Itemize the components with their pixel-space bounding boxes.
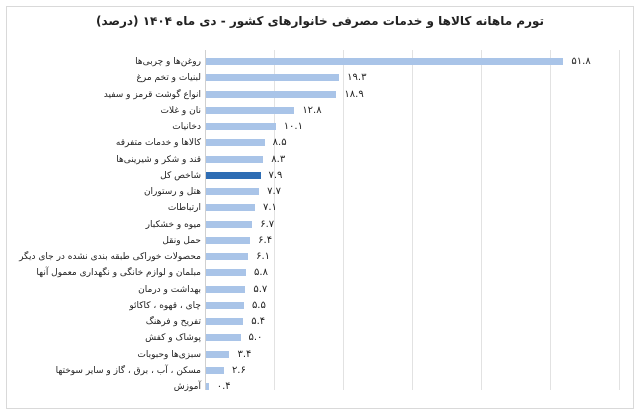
chart-frame	[6, 6, 634, 409]
value-label: ۸.۳	[271, 153, 286, 165]
gridline	[550, 50, 551, 390]
bar-row: نان و غلات ۱۲.۸	[0, 103, 640, 119]
value-label: ۷.۹	[268, 169, 283, 181]
category-label: ارتباطات	[167, 203, 201, 214]
bar	[206, 58, 564, 65]
category-label: محصولات خوراکی طبقه بندی نشده در جای دیگ…	[19, 252, 201, 262]
bar-row: سبزی‌ها وحبوبات ۳.۴	[0, 347, 640, 363]
category-label: حمل ونقل	[162, 235, 201, 246]
bar	[206, 366, 224, 374]
bar-row: ارتباطات ۷.۱	[0, 200, 640, 216]
value-label: ۰.۴	[216, 381, 231, 392]
bar-row: هتل و رستوران ۷.۷	[0, 184, 640, 200]
gridline	[619, 50, 620, 390]
bar	[206, 90, 337, 98]
value-label: ۵.۴	[251, 316, 266, 327]
category-label: کالاها و خدمات متفرقه	[115, 138, 201, 149]
category-label: بهداشت و درمان	[138, 284, 201, 295]
category-label: دخانیات	[172, 122, 201, 132]
value-label: ۵.۷	[253, 283, 268, 295]
bar	[206, 301, 244, 309]
bar	[206, 106, 295, 114]
value-label: ۵.۸	[254, 267, 268, 279]
bar	[206, 123, 276, 130]
chart-title: تورم ماهانه کالاها و خدمات مصرفی خانواره…	[95, 14, 545, 28]
category-label: هتل و رستوران	[143, 187, 201, 197]
value-label: ۵.۵	[251, 299, 266, 311]
category-label: انواع گوشت قرمز و سفید	[103, 89, 201, 100]
bar	[206, 269, 247, 277]
value-label: ۵۱.۸	[571, 56, 591, 67]
bar-row: تفریح و فرهنگ ۵.۴	[0, 314, 640, 330]
value-label: ۱۲.۸	[302, 104, 322, 116]
category-label: لبنیات و تخم مرغ	[136, 73, 202, 84]
bar	[206, 253, 249, 260]
bar	[206, 188, 260, 195]
value-label: ۷.۷	[267, 186, 282, 197]
value-label: ۱۸.۹	[344, 88, 364, 100]
category-label: تفریح و فرهنگ	[145, 317, 201, 327]
value-label: ۶.۴	[258, 234, 273, 246]
value-label: ۶.۱	[256, 251, 270, 262]
value-label: ۵.۰	[248, 332, 263, 344]
bar-row: انواع گوشت قرمز و سفید ۱۸.۹	[0, 87, 640, 103]
bar-row: لبنیات و تخم مرغ ۱۹.۳	[0, 70, 640, 86]
value-label: ۶.۷	[260, 218, 275, 230]
bar	[206, 204, 255, 212]
bar-row: روغن‌ها و چربی‌ها ۵۱.۸	[0, 54, 640, 70]
gridline	[481, 50, 482, 390]
bar-highlight	[206, 171, 261, 179]
y-axis-line	[205, 50, 206, 390]
category-label: قند و شکر و شیرینی‌ها	[116, 154, 201, 165]
category-label: شاخص کل	[160, 170, 201, 181]
bar	[206, 236, 251, 244]
category-label: روغن‌ها و چربی‌ها	[135, 57, 201, 67]
value-label: ۷.۱	[262, 202, 277, 214]
bar	[206, 334, 241, 342]
bar-row: بهداشت و درمان ۵.۷	[0, 282, 640, 298]
bar-row: چای ، قهوه ، کاکائو ۵.۵	[0, 298, 640, 314]
gridline	[412, 50, 413, 390]
bar-row: میوه و خشکبار ۶.۷	[0, 217, 640, 233]
bar	[206, 74, 340, 82]
bar-row: پوشاک و کفش ۵.۰	[0, 330, 640, 346]
bar	[206, 318, 244, 325]
value-label: ۱۹.۳	[347, 72, 367, 84]
value-label: ۲.۶	[231, 364, 246, 376]
gridline	[343, 50, 344, 390]
category-label: سبزی‌ها وحبوبات	[137, 349, 201, 360]
bar	[206, 350, 230, 358]
bar-row: کالاها و خدمات متفرقه ۸.۵	[0, 135, 640, 151]
value-label: ۱۰.۱	[283, 121, 303, 132]
bar-row: مسکن ، آب ، برق ، گاز و سایر سوختها ۲.۶	[0, 363, 640, 379]
bar-row: محصولات خوراکی طبقه بندی نشده در جای دیگ…	[0, 249, 640, 265]
category-label: آموزش	[173, 382, 201, 392]
gridline	[274, 50, 275, 390]
category-label: میوه و خشکبار	[145, 219, 201, 230]
value-label: ۳.۴	[237, 348, 252, 360]
category-label: چای ، قهوه ، کاکائو	[129, 300, 201, 311]
category-label: پوشاک و کفش	[145, 333, 201, 344]
bar-row: قند و شکر و شیرینی‌ها ۸.۳	[0, 152, 640, 168]
bar	[206, 139, 265, 147]
value-label: ۸.۵	[272, 137, 287, 149]
bar	[206, 383, 209, 390]
bar-row: مبلمان و لوازم خانگی و نگهداری معمول آنه…	[0, 265, 640, 281]
bar-row: حمل ونقل ۶.۴	[0, 233, 640, 249]
bar-row: شاخص کل ۷.۹	[0, 168, 640, 184]
bar	[206, 155, 264, 163]
bar-row: دخانیات ۱۰.۱	[0, 119, 640, 135]
category-label: مبلمان و لوازم خانگی و نگهداری معمول آنه…	[36, 268, 201, 279]
bar-row: آموزش ۰.۴	[0, 379, 640, 395]
bar	[206, 285, 246, 293]
category-label: نان و غلات	[160, 105, 201, 116]
category-label: مسکن ، آب ، برق ، گاز و سایر سوختها	[55, 365, 201, 376]
bar	[206, 220, 253, 228]
